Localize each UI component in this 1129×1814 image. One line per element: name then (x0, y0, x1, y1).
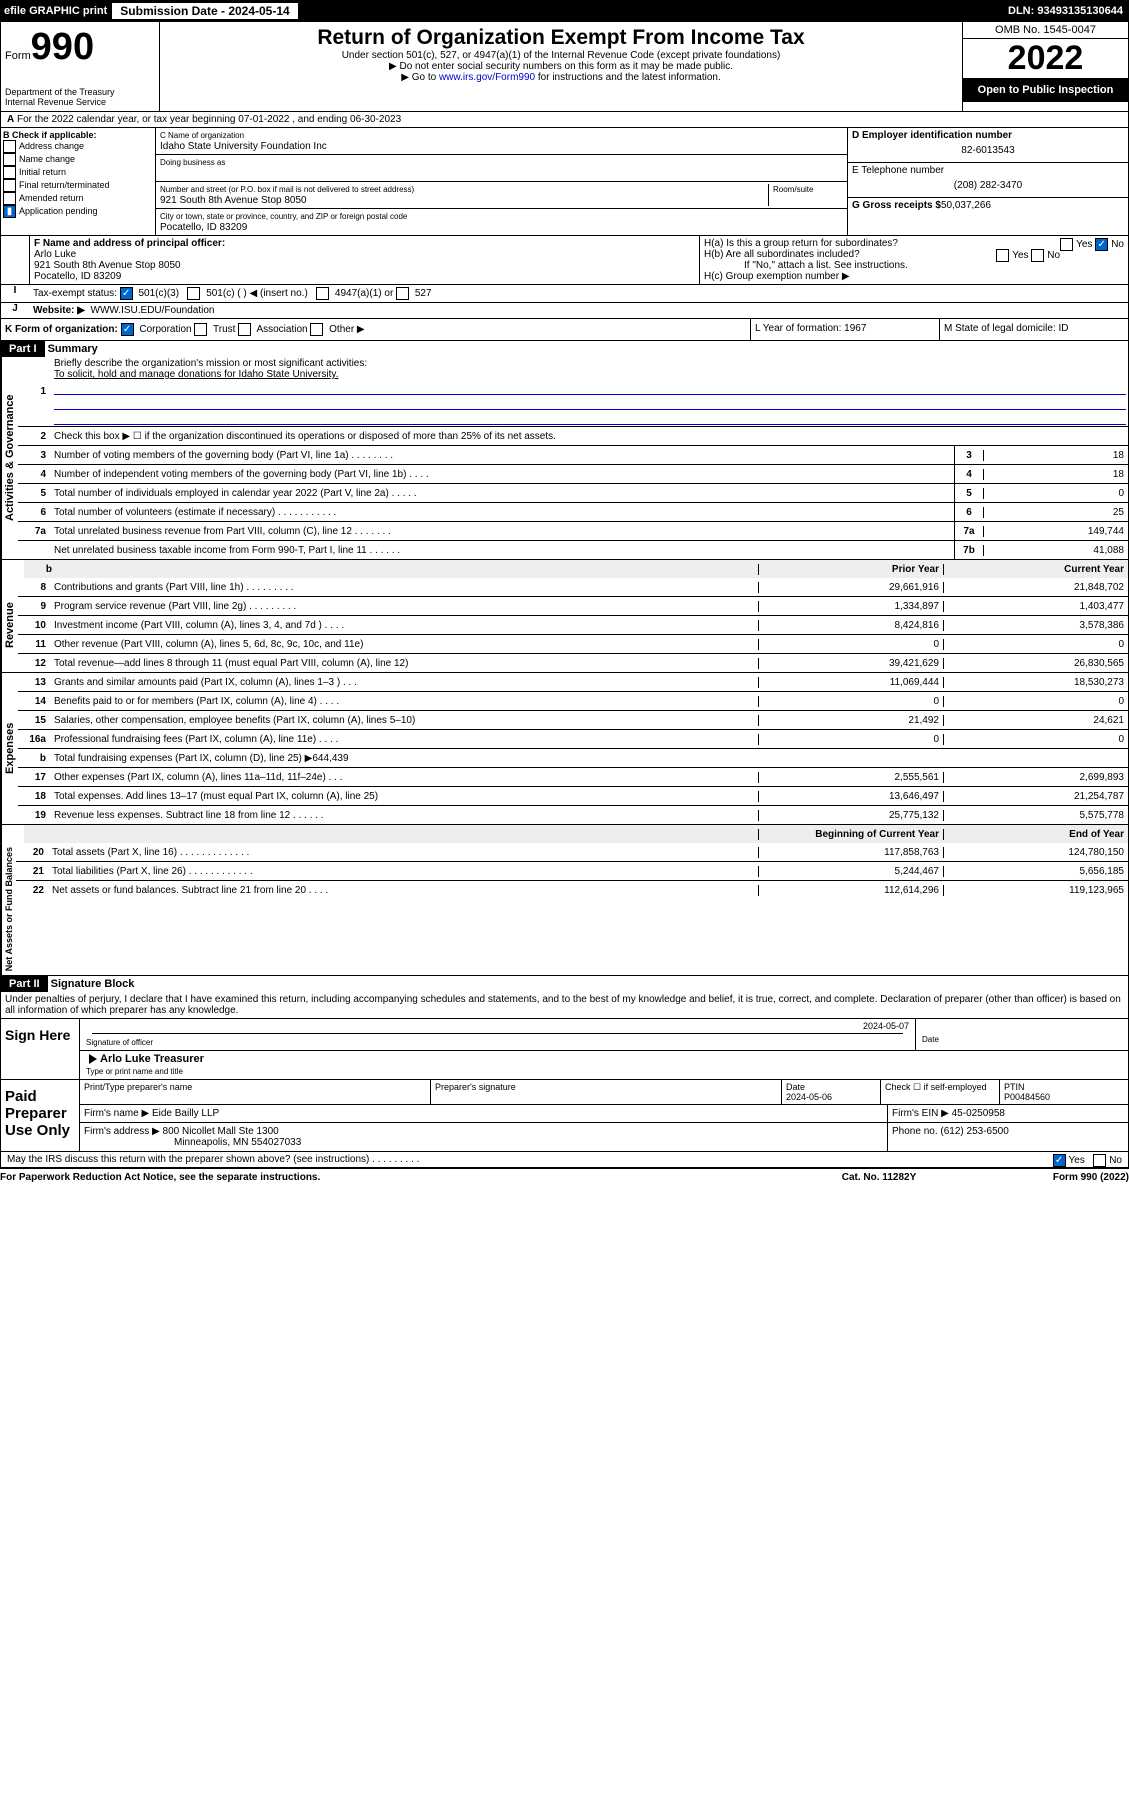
open-to-public: Open to Public Inspection (963, 78, 1128, 102)
side-revenue: Revenue (1, 578, 18, 672)
line-klm: K Form of organization: ✓ Corporation Tr… (0, 319, 1129, 341)
org-address: 921 South 8th Avenue Stop 8050 (160, 195, 307, 206)
footer: For Paperwork Reduction Act Notice, see … (0, 1168, 1129, 1186)
paid-preparer: Paid Preparer Use Only Print/Type prepar… (0, 1080, 1129, 1152)
col-deg: D Employer identification number82-60135… (848, 128, 1128, 235)
side-expenses: Expenses (1, 673, 18, 824)
subtitle-1: Under section 501(c), 527, or 4947(a)(1)… (164, 50, 958, 61)
line-j: JWebsite: ▶ WWW.ISU.EDU/Foundation (0, 303, 1129, 319)
dln: DLN: 93493135130644 (1008, 5, 1123, 17)
col-b: B Check if applicable: Address change Na… (1, 128, 156, 235)
header: Form990 Department of the Treasury Inter… (0, 22, 1129, 112)
part-1: Part I Summary Activities & Governance 1… (0, 341, 1129, 976)
form-footer: Form 990 (2022) (979, 1172, 1129, 1183)
app-pending-check: ▮ (3, 205, 16, 218)
website: WWW.ISU.EDU/Foundation (91, 305, 215, 316)
form-prefix: Form (5, 50, 31, 62)
topbar: efile GRAPHIC print Submission Date - 20… (0, 0, 1129, 22)
discuss-row: May the IRS discuss this return with the… (0, 1152, 1129, 1168)
firm-ein: 45-0250958 (952, 1108, 1005, 1119)
year-formation: L Year of formation: 1967 (750, 319, 939, 340)
subtitle-3: ▶ Go to www.irs.gov/Form990 for instruct… (164, 72, 958, 83)
return-title: Return of Organization Exempt From Incom… (164, 26, 958, 50)
part-2: Part II Signature Block Under penalties … (0, 976, 1129, 1019)
org-city: Pocatello, ID 83209 (160, 222, 247, 233)
gross-receipts: 50,037,266 (941, 200, 991, 211)
ptin: P00484560 (1004, 1092, 1050, 1102)
mission: To solicit, hold and manage donations fo… (54, 369, 338, 380)
form-990: efile GRAPHIC print Submission Date - 20… (0, 0, 1129, 1186)
declaration: Under penalties of perjury, I declare th… (1, 992, 1128, 1018)
submission-date-button[interactable]: Submission Date - 2024-05-14 (111, 2, 298, 20)
sign-here: Sign Here 2024-05-07Signature of officer… (0, 1019, 1129, 1080)
tax-year: 2022 (963, 39, 1128, 78)
side-net: Net Assets or Fund Balances (1, 843, 16, 975)
irs-link[interactable]: www.irs.gov/Form990 (439, 72, 535, 83)
section-fh: F Name and address of principal officer:… (0, 236, 1129, 285)
officer-sig-name: Arlo Luke Treasurer (100, 1053, 204, 1065)
section-bcdeg: B Check if applicable: Address change Na… (0, 128, 1129, 236)
firm-name: Eide Bailly LLP (152, 1108, 219, 1119)
omb: OMB No. 1545-0047 (963, 22, 1128, 39)
firm-phone: (612) 253-6500 (940, 1126, 1008, 1137)
state-domicile: M State of legal domicile: ID (939, 319, 1128, 340)
ein: 82-6013543 (852, 141, 1124, 160)
org-name: Idaho State University Foundation Inc (160, 141, 327, 152)
side-governance: Activities & Governance (1, 357, 18, 559)
phone: (208) 282-3470 (852, 176, 1124, 195)
line-a: A For the 2022 calendar year, or tax yea… (0, 112, 1129, 128)
dept: Department of the Treasury (5, 87, 155, 97)
efile-label: efile GRAPHIC print (4, 5, 107, 17)
form-number: 990 (31, 26, 94, 68)
subtitle-2: ▶ Do not enter social security numbers o… (164, 61, 958, 72)
officer-name: Arlo Luke (34, 249, 76, 260)
line-i: ITax-exempt status: ✓ 501(c)(3) 501(c) (… (0, 285, 1129, 303)
col-c: C Name of organizationIdaho State Univer… (156, 128, 848, 235)
irs: Internal Revenue Service (5, 97, 155, 107)
